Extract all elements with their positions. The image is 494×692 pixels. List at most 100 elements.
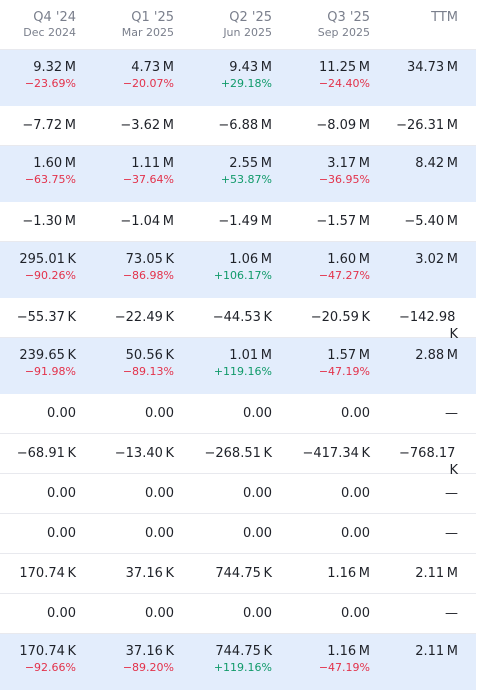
table-row[interactable]: 0.00 0.00 0.00 0.00 — [0,514,476,554]
table-cell: 2.11 M [392,634,476,689]
cell-value: 0.00 [145,406,174,421]
cell-change: +53.87% [220,173,272,186]
cell-value: 170.74 K [19,644,76,659]
table-cell: 0.00 [0,474,98,513]
table-row[interactable]: 295.01 K −90.26% 73.05 K −86.98% 1.06 M +106.… [0,242,476,298]
table-row[interactable]: −1.30 M −1.04 M −1.49 M −1.57 M −5.40 M [0,202,476,242]
cell-value: 1.57 M [327,348,370,363]
cell-value: 0.00 [341,526,370,541]
column-header-q1-25[interactable]: Q1 '25 Mar 2025 [98,0,196,49]
table-cell: 0.00 [0,394,98,433]
column-header-q4-24[interactable]: Q4 '24 Dec 2024 [0,0,98,49]
table-cell: −5.40 M [392,202,476,241]
table-cell: 50.56 K −89.13% [98,338,196,393]
table-cell: 9.43 M +29.18% [196,50,294,105]
cell-value: −417.34 K [302,446,370,461]
table-cell: 0.00 [294,514,392,553]
table-cell: 4.73 M −20.07% [98,50,196,105]
table-cell: 0.00 [196,394,294,433]
cell-value: −44.53 K [212,310,272,325]
cell-value: −1.57 M [316,214,370,229]
cell-value: 0.00 [145,526,174,541]
cell-value: −142.98 K [399,310,458,342]
cell-value: −68.91 K [16,446,76,461]
table-cell: −1.49 M [196,202,294,241]
table-cell: −44.53 K [196,298,294,343]
cell-change: −92.66% [24,661,76,674]
cell-value: −1.49 M [218,214,272,229]
cell-value: 37.16 K [125,644,174,659]
cell-change: −36.95% [318,173,370,186]
cell-value: −13.40 K [114,446,174,461]
table-cell: −7.72 M [0,106,98,145]
table-cell: 37.16 K [98,554,196,593]
table-row[interactable]: 9.32 M −23.69% 4.73 M −20.07% 9.43 M +29.18% 1… [0,50,476,106]
cell-value: −22.49 K [114,310,174,325]
table-cell: 34.73 M [392,50,476,105]
table-row[interactable]: −55.37 K −22.49 K −44.53 K −20.59 K −142.98 … [0,298,476,342]
cell-value: −7.72 M [22,118,76,133]
cell-value: −1.04 M [120,214,174,229]
cell-value: 0.00 [341,606,370,621]
cell-value: 8.42 M [415,156,458,171]
table-row[interactable]: 170.74 K 37.16 K 744.75 K 1.16 M 2.11 M [0,554,476,594]
column-header-ttm[interactable]: TTM [392,0,476,49]
column-quarter: Q4 '24 [33,10,76,25]
column-quarter: Q2 '25 [229,10,272,25]
table-row[interactable]: 0.00 0.00 0.00 0.00 — [0,474,476,514]
table-row[interactable]: 1.60 M −63.75% 1.11 M −37.64% 2.55 M +53.87% 3… [0,146,476,202]
table-cell: 37.16 K −89.20% [98,634,196,689]
table-cell: −6.88 M [196,106,294,145]
table-cell: −1.04 M [98,202,196,241]
cell-change: −86.98% [122,269,174,282]
cell-value: 0.00 [341,406,370,421]
column-header-q3-25[interactable]: Q3 '25 Sep 2025 [294,0,392,49]
cell-value: −20.59 K [310,310,370,325]
table-cell: 11.25 M −24.40% [294,50,392,105]
cell-change: −90.26% [24,269,76,282]
cell-value: 0.00 [243,486,272,501]
table-cell: −142.98 K [392,298,476,343]
table-cell: −1.57 M [294,202,392,241]
cell-value: 295.01 K [19,252,76,267]
cell-value: 0.00 [145,606,174,621]
table-row[interactable]: 0.00 0.00 0.00 0.00 — [0,594,476,634]
table-row[interactable]: 0.00 0.00 0.00 0.00 — [0,394,476,434]
table-cell: — [392,394,476,433]
cell-value: 3.02 M [415,252,458,267]
table-cell: 3.17 M −36.95% [294,146,392,201]
table-cell: −268.51 K [196,434,294,479]
cell-change: −47.19% [318,661,370,674]
table-cell: 2.55 M +53.87% [196,146,294,201]
table-row[interactable]: −7.72 M −3.62 M −6.88 M −8.09 M −26.31 M [0,106,476,146]
table-row[interactable]: 239.65 K −91.98% 50.56 K −89.13% 1.01 M +119.… [0,338,476,394]
column-quarter: Q3 '25 [327,10,370,25]
table-body: 9.32 M −23.69% 4.73 M −20.07% 9.43 M +29.18% 1… [0,50,476,690]
table-row[interactable]: −68.91 K −13.40 K −268.51 K −417.34 K −768.1… [0,434,476,478]
cell-value: 0.00 [47,406,76,421]
cell-value: 0.00 [243,526,272,541]
table-cell: 0.00 [294,594,392,633]
table-cell: — [392,514,476,553]
cell-value: −8.09 M [316,118,370,133]
table-cell: 0.00 [98,594,196,633]
cell-value: 1.60 M [33,156,76,171]
cell-value: 0.00 [47,526,76,541]
column-header-q2-25[interactable]: Q2 '25 Jun 2025 [196,0,294,49]
table-cell: 0.00 [98,474,196,513]
table-cell: 1.60 M −47.27% [294,242,392,297]
table-cell: 0.00 [98,514,196,553]
cell-value: −1.30 M [22,214,76,229]
table-cell: 0.00 [294,474,392,513]
cell-value: −55.37 K [16,310,76,325]
table-cell: 0.00 [0,594,98,633]
cell-change: −91.98% [24,365,76,378]
table-cell: −20.59 K [294,298,392,343]
table-cell: 1.16 M [294,554,392,593]
table-cell: 0.00 [0,514,98,553]
table-cell: 2.11 M [392,554,476,593]
cell-value: 9.43 M [229,60,272,75]
table-cell: 2.88 M [392,338,476,393]
table-row[interactable]: 170.74 K −92.66% 37.16 K −89.20% 744.75 K +11… [0,634,476,690]
cell-change: −47.19% [318,365,370,378]
